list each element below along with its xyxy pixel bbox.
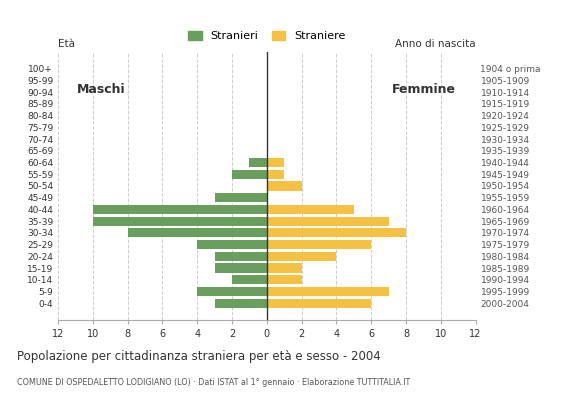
Text: Maschi: Maschi <box>77 83 126 96</box>
Bar <box>232 170 267 179</box>
Bar <box>215 264 267 273</box>
Legend: Stranieri, Straniere: Stranieri, Straniere <box>188 31 345 41</box>
Bar <box>267 217 389 226</box>
Bar <box>267 205 354 214</box>
Bar <box>93 217 267 226</box>
Bar <box>267 158 284 167</box>
Bar <box>215 299 267 308</box>
Bar <box>267 170 284 179</box>
Text: Popolazione per cittadinanza straniera per età e sesso - 2004: Popolazione per cittadinanza straniera p… <box>17 350 381 363</box>
Bar <box>197 287 267 296</box>
Bar <box>249 158 267 167</box>
Text: Anno di nascita: Anno di nascita <box>395 39 476 49</box>
Bar <box>267 182 302 190</box>
Bar <box>197 240 267 249</box>
Text: Età: Età <box>58 39 75 49</box>
Bar <box>267 287 389 296</box>
Bar <box>232 275 267 284</box>
Bar <box>215 252 267 261</box>
Bar <box>267 240 371 249</box>
Bar <box>93 205 267 214</box>
Bar <box>267 252 336 261</box>
Bar <box>267 275 302 284</box>
Text: Femmine: Femmine <box>392 83 455 96</box>
Bar <box>267 264 302 273</box>
Bar <box>128 228 267 238</box>
Bar <box>267 299 371 308</box>
Text: COMUNE DI OSPEDALETTO LODIGIANO (LO) · Dati ISTAT al 1° gennaio · Elaborazione T: COMUNE DI OSPEDALETTO LODIGIANO (LO) · D… <box>17 378 411 387</box>
Bar <box>215 193 267 202</box>
Bar <box>267 228 406 238</box>
